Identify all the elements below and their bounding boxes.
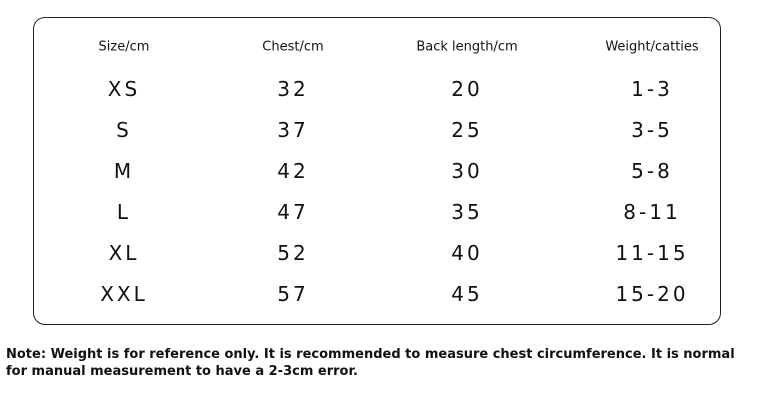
cell: 47 — [277, 200, 309, 224]
cell: L — [116, 200, 132, 224]
cell: 35 — [451, 200, 483, 224]
header-cell: Chest/cm — [262, 39, 324, 55]
cell: XS — [107, 77, 141, 101]
cell: S — [116, 118, 132, 142]
cell: 15-20 — [615, 282, 689, 306]
header-cell: Weight/catties — [605, 39, 699, 55]
cell: 1-3 — [631, 77, 673, 101]
cell: 5-8 — [631, 159, 673, 183]
cell: 25 — [451, 118, 483, 142]
cell: 20 — [451, 77, 483, 101]
cell: 57 — [277, 282, 309, 306]
header-cell: Back length/cm — [416, 39, 518, 55]
cell: XXL — [100, 282, 148, 306]
cell: 52 — [277, 241, 309, 265]
cell: 11-15 — [615, 241, 689, 265]
cell: 45 — [451, 282, 483, 306]
size-table — [33, 17, 721, 325]
cell: 8-11 — [623, 200, 681, 224]
cell: 42 — [277, 159, 309, 183]
cell: M — [113, 159, 135, 183]
cell: 3-5 — [631, 118, 673, 142]
cell: 37 — [277, 118, 309, 142]
header-cell: Size/cm — [98, 39, 150, 55]
cell: 40 — [451, 241, 483, 265]
cell: 30 — [451, 159, 483, 183]
note: Note: Weight is for reference only. It i… — [6, 347, 735, 379]
cell: XL — [108, 241, 140, 265]
cell: 32 — [277, 77, 309, 101]
